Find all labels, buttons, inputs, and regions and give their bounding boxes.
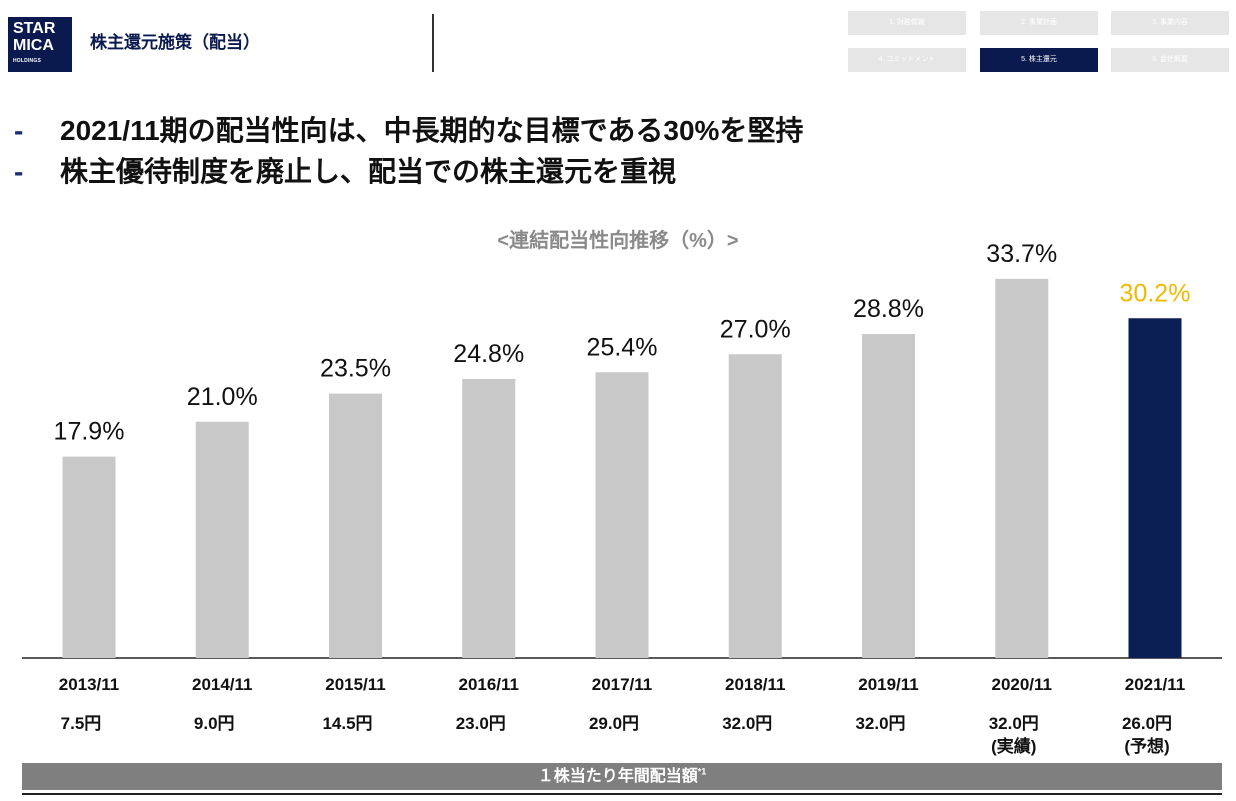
dividend-amount: 26.0円: [1121, 714, 1173, 733]
dividend-caption-band: １株当たり年間配当額*1: [22, 763, 1222, 790]
bar-2021-11: [1128, 318, 1182, 658]
dividend-amount: 9.0円: [193, 714, 235, 733]
bullet-text: 2021/11期の配当性向は、中長期的な目標である30%を堅持: [60, 115, 804, 146]
dividend-caption: １株当たり年間配当額: [537, 768, 698, 785]
header-divider: [432, 14, 434, 72]
nav-item-company-overview[interactable]: 6. 会社概要: [1111, 48, 1229, 72]
dividend-note: (予想): [1124, 737, 1170, 756]
data-label: 33.7%: [986, 240, 1057, 268]
dividend-cell: 32.0円 (実績): [954, 712, 1074, 758]
x-tick-label: 2016/11: [458, 675, 519, 694]
nav-item-business-plan[interactable]: 2. 事業計画: [980, 11, 1098, 35]
bar-2017-11: [595, 372, 649, 658]
bullet-marker: -: [14, 115, 24, 146]
logo-line-2: MICA: [13, 37, 54, 54]
bar-2018-11: [728, 354, 782, 658]
data-label: 24.8%: [453, 340, 524, 368]
data-label: 27.0%: [720, 315, 791, 343]
nav-item-business-content[interactable]: 3. 事業内容: [1111, 11, 1229, 35]
dividend-amount: 32.0円: [722, 714, 773, 733]
dividend-amount: 32.0円: [988, 714, 1039, 733]
x-tick-label: 2019/11: [858, 675, 919, 694]
chart-title: <連結配当性向推移（%）>: [497, 230, 739, 252]
dividend-amount: 29.0円: [588, 714, 640, 733]
data-label: 25.4%: [587, 333, 658, 361]
dividend-amount: 14.5円: [322, 714, 373, 733]
dividend-amount: 23.0円: [455, 714, 506, 733]
company-logo: STAR MICA HOLDINGS: [8, 17, 72, 72]
dividend-cell: 26.0円 (予想): [1087, 712, 1207, 758]
logo-line-1: STAR: [13, 20, 56, 37]
dividend-amount: 7.5円: [60, 714, 102, 733]
x-tick-label: 2017/11: [592, 675, 653, 694]
bar-2014-11: [195, 421, 249, 658]
page-title: 株主還元施策（配当）: [90, 33, 260, 52]
data-label: 28.8%: [853, 295, 924, 323]
dividend-caption-footnote: *1: [697, 766, 707, 777]
x-tick-label: 2013/11: [59, 675, 120, 694]
bottom-rule: [22, 793, 1222, 795]
bullet-marker: -: [14, 156, 24, 187]
data-label: 30.2%: [1120, 279, 1191, 307]
bar-2013-11: [62, 456, 116, 658]
x-tick-label: 2018/11: [725, 675, 786, 694]
dividend-amount: 32.0円: [855, 714, 906, 733]
bullet-text: 株主優待制度を廃止し、配当での株主還元を重視: [60, 156, 677, 187]
logo-line-3: HOLDINGS: [13, 58, 41, 64]
nav-item-financial-info[interactable]: 1. 財務情報: [848, 11, 966, 35]
dividend-cell: 32.0円: [821, 712, 941, 735]
nav-item-shareholder-return[interactable]: 5. 株主還元: [980, 48, 1098, 72]
dividend-cell: 9.0円: [154, 712, 274, 735]
data-label: 21.0%: [187, 383, 258, 411]
x-tick-label: 2020/11: [991, 675, 1052, 694]
x-tick-label: 2015/11: [325, 675, 386, 694]
x-tick-label: 2021/11: [1125, 675, 1186, 694]
dividend-cell: 7.5円: [21, 712, 141, 735]
dividend-cell: 32.0円: [687, 712, 807, 735]
dividend-cell: 29.0円: [554, 712, 674, 735]
bar-2016-11: [462, 379, 516, 658]
bar-2015-11: [329, 393, 382, 659]
bar-2019-11: [862, 334, 915, 658]
dividend-cell: 14.5円: [288, 712, 408, 735]
nav-item-commitment[interactable]: 4. コミットメント: [848, 48, 966, 72]
dividend-cell: 23.0円: [421, 712, 541, 735]
bar-2020-11: [995, 278, 1049, 659]
x-tick-label: 2014/11: [192, 675, 253, 694]
dividend-note: (実績): [991, 737, 1037, 756]
data-label: 17.9%: [54, 418, 125, 446]
data-label: 23.5%: [320, 355, 391, 383]
